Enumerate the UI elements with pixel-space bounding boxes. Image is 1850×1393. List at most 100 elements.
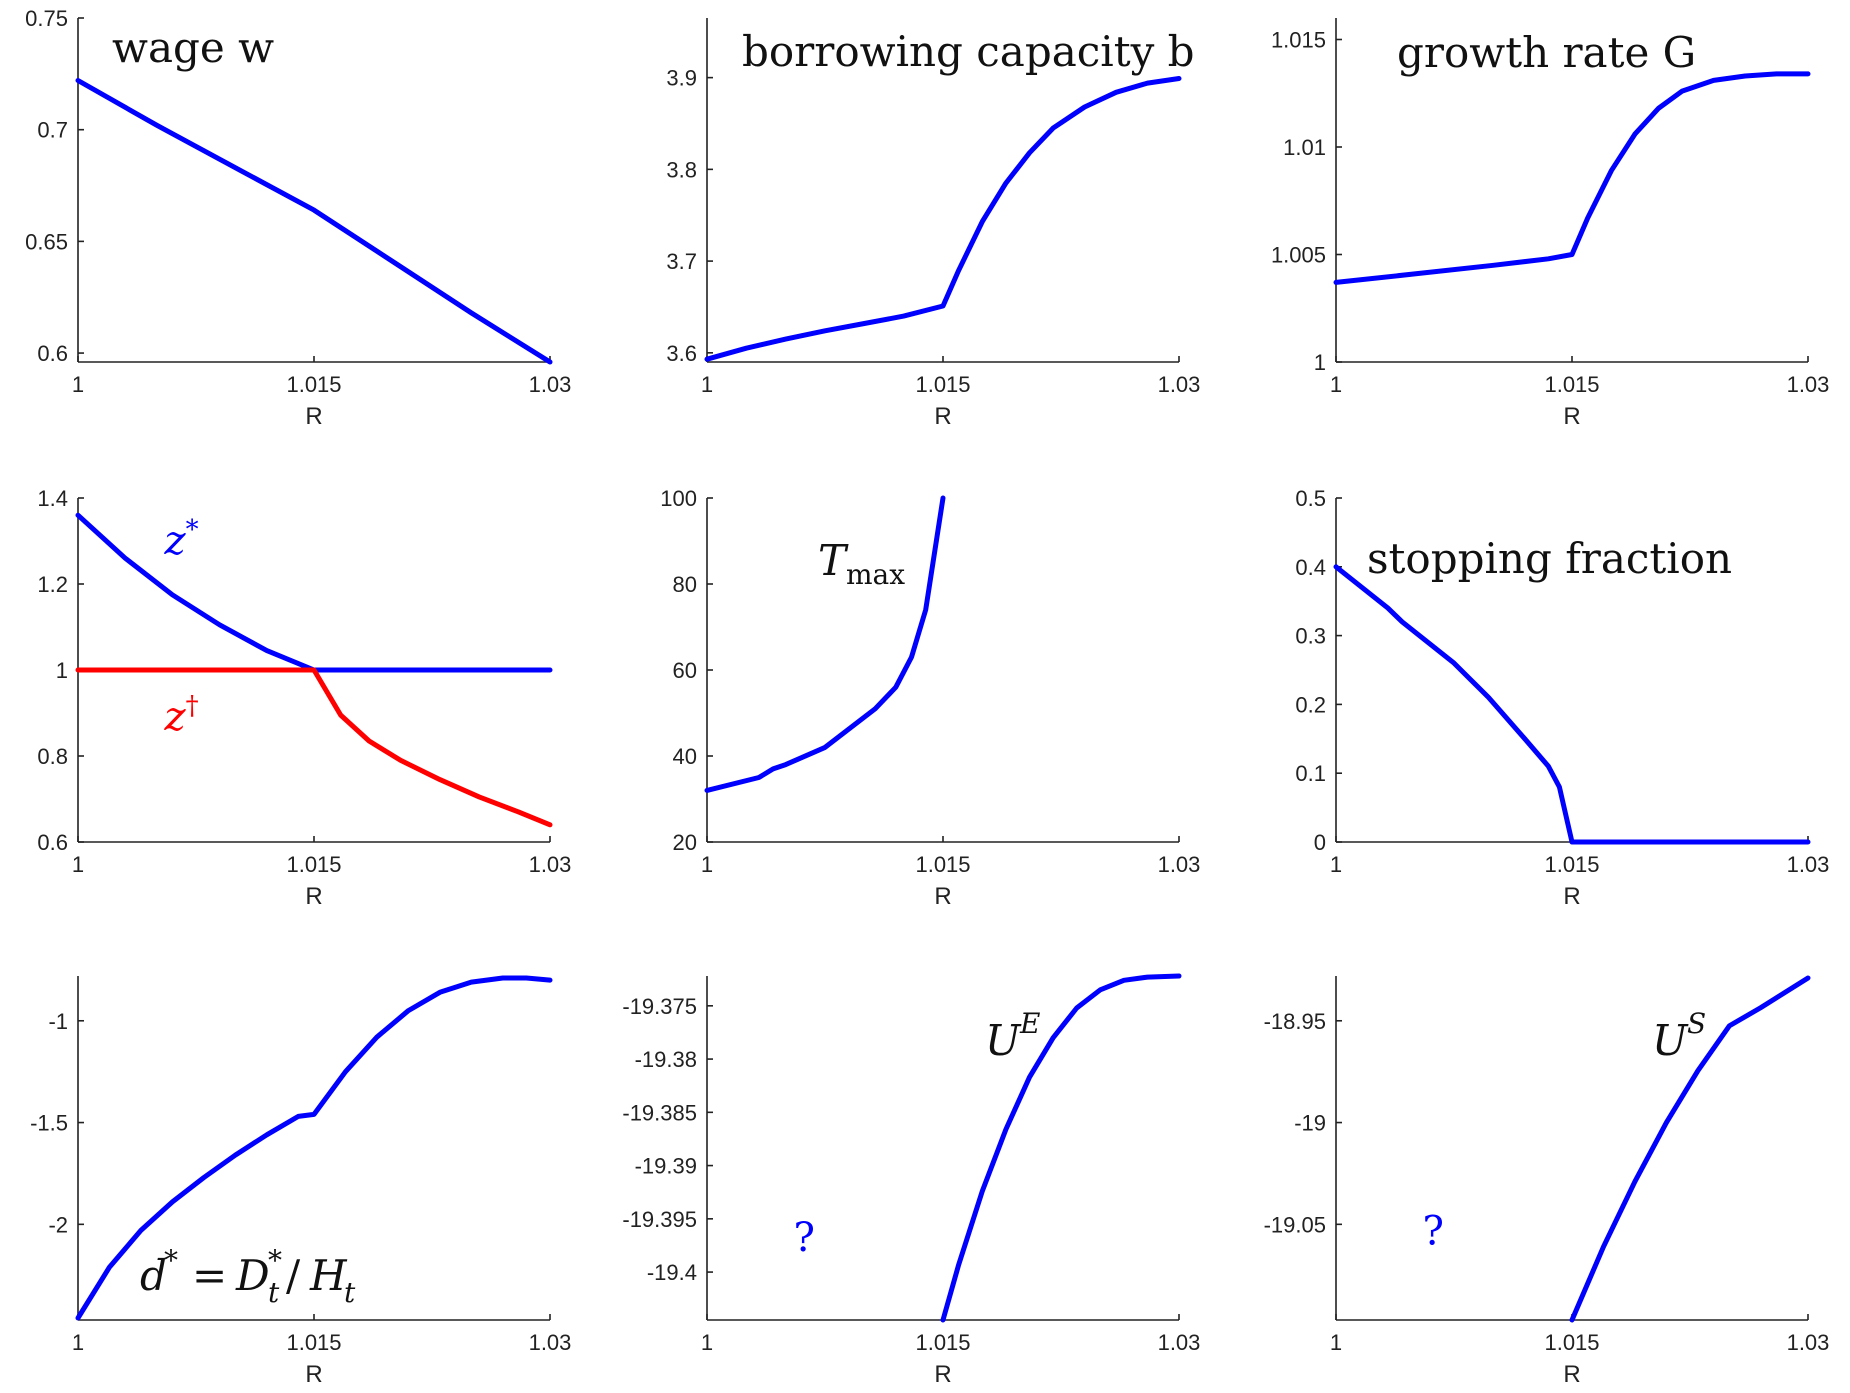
x-tick-label: 1.03 (1787, 1330, 1830, 1355)
y-tick-label: -19.385 (622, 1100, 697, 1125)
svg-text:t: t (344, 1276, 356, 1309)
y-tick-label: 0.7 (37, 118, 68, 143)
y-tick-label: -19.395 (622, 1207, 697, 1232)
chart-panel-5: 1 1.015 1.03 R 20 40 60 80 100 (660, 486, 1200, 910)
chart-panel-1: 1 1.015 1.03 R 0.6 0.65 0.7 0.75 (25, 6, 571, 430)
y-tick-label: -1 (48, 1009, 68, 1034)
series-line-1 (1333, 71, 1811, 285)
series-line-1 (1569, 975, 1811, 1323)
svg-text:d: d (140, 1251, 167, 1300)
chart-panel-4: 1 1.015 1.03 R 0.6 0.8 1 1.2 1.4 z* z† (37, 486, 571, 910)
series-annotation: z* (164, 515, 199, 564)
chart-panel-6: 1 1.015 1.03 R 0 0.1 0.2 0.3 0.4 0.5 (1295, 486, 1829, 910)
x-tick-label: 1 (1330, 1330, 1342, 1355)
x-tick-label: 1.03 (1158, 852, 1201, 877)
series-line-1 (704, 495, 946, 793)
y-tick-label: 0.8 (37, 744, 68, 769)
x-tick-label: 1.03 (1158, 1330, 1201, 1355)
y-tick-label: -2 (48, 1212, 68, 1237)
panel-title-stopping: stopping fraction (1367, 534, 1732, 583)
svg-text:t: t (268, 1276, 280, 1309)
svg-text:*: * (164, 1244, 178, 1277)
y-tick-label: 20 (673, 830, 697, 855)
x-tick-label: 1.03 (529, 1330, 572, 1355)
y-tick-label: 0.5 (1295, 486, 1326, 511)
y-tick-label: 0.75 (25, 6, 68, 31)
y-tick-label: -19.38 (635, 1047, 697, 1072)
y-tick-label: 0.6 (37, 341, 68, 366)
x-tick-label: 1.03 (1787, 372, 1830, 397)
y-tick-label: 0.1 (1295, 761, 1326, 786)
y-tick-label: -19.39 (635, 1154, 697, 1179)
y-tick-label: 1 (56, 658, 68, 683)
x-tick-label: 1.015 (915, 372, 970, 397)
x-tick-label: 1 (701, 372, 713, 397)
chart-panel-8: 1 1.015 1.03 R -19.4 -19.395 -19.39 -19.385 -19.… (622, 973, 1201, 1388)
series-line-1 (75, 78, 553, 365)
y-tick-label: 0.3 (1295, 624, 1326, 649)
y-tick-label: 1.4 (37, 486, 68, 511)
y-tick-label: -19.375 (622, 994, 697, 1019)
series-annotation: z† (164, 691, 199, 740)
x-tick-label: 1.03 (1158, 372, 1201, 397)
panels: 1 1.015 1.03 R 0.6 0.65 0.7 0.75 1 1.015 1.03 R 3.6 3… (25, 6, 1829, 1388)
y-tick-label: 3.6 (666, 341, 697, 366)
y-tick-label: 3.7 (666, 249, 697, 274)
svg-text:/: / (286, 1251, 301, 1300)
x-tick-label: 1.015 (915, 852, 970, 877)
chart-panel-9: 1 1.015 1.03 R -19.05 -19 -18.95? (1264, 975, 1830, 1388)
y-tick-label: 0.6 (37, 830, 68, 855)
x-axis-label: R (1563, 1361, 1580, 1388)
y-tick-label: 1.005 (1271, 243, 1326, 268)
chart-panel-2: 1 1.015 1.03 R 3.6 3.7 3.8 3.9 (666, 18, 1200, 430)
x-tick-label: 1.03 (529, 372, 572, 397)
svg-text:D: D (235, 1251, 270, 1300)
x-tick-label: 1.015 (1544, 1330, 1599, 1355)
svg-text:H: H (309, 1251, 348, 1300)
panel-title-borrowing: borrowing capacity b (742, 27, 1195, 76)
panel-title-us: U S (1652, 1007, 1706, 1065)
question-mark-annotation: ? (1423, 1209, 1444, 1255)
y-tick-label: 1.2 (37, 572, 68, 597)
x-tick-label: 1.03 (1787, 852, 1830, 877)
y-tick-label: 0.65 (25, 229, 68, 254)
series-line-1 (940, 973, 1182, 1323)
x-tick-label: 1 (701, 1330, 713, 1355)
x-tick-label: 1.015 (286, 852, 341, 877)
chart-panel-7: 1 1.015 1.03 R -2 -1.5 -1 (30, 975, 572, 1388)
y-tick-label: -1.5 (30, 1111, 68, 1136)
x-tick-label: 1 (1330, 852, 1342, 877)
question-mark-annotation: ? (794, 1215, 815, 1261)
svg-text:=: = (192, 1251, 227, 1300)
svg-text:E: E (1019, 1007, 1040, 1040)
x-axis-label: R (305, 403, 322, 430)
y-tick-label: 3.8 (666, 157, 697, 182)
x-axis-label: R (305, 1361, 322, 1388)
y-tick-label: 1 (1314, 350, 1326, 375)
svg-text:U: U (1652, 1016, 1689, 1065)
x-axis-label: R (1563, 883, 1580, 910)
y-tick-label: 0.2 (1295, 692, 1326, 717)
x-axis-label: R (934, 403, 951, 430)
x-tick-label: 1.015 (286, 1330, 341, 1355)
x-tick-label: 1 (72, 372, 84, 397)
x-axis-label: R (934, 1361, 951, 1388)
y-tick-label: 0 (1314, 830, 1326, 855)
x-tick-label: 1 (1330, 372, 1342, 397)
y-tick-label: 40 (673, 744, 697, 769)
series-line-1 (75, 975, 553, 1321)
series-line-1 (1333, 564, 1811, 845)
y-tick-label: 80 (673, 572, 697, 597)
x-axis-label: R (934, 883, 951, 910)
svg-text:T: T (818, 536, 849, 585)
x-tick-label: 1.015 (286, 372, 341, 397)
x-axis-label: R (1563, 403, 1580, 430)
x-tick-label: 1.03 (529, 852, 572, 877)
panel-title-growth: growth rate G (1397, 28, 1696, 77)
svg-text:max: max (846, 558, 905, 591)
y-tick-label: 3.9 (666, 66, 697, 91)
y-tick-label: 100 (660, 486, 697, 511)
x-tick-label: 1.015 (1544, 372, 1599, 397)
series-line-1 (75, 512, 553, 673)
panel-title-wage: wage w (112, 23, 274, 72)
